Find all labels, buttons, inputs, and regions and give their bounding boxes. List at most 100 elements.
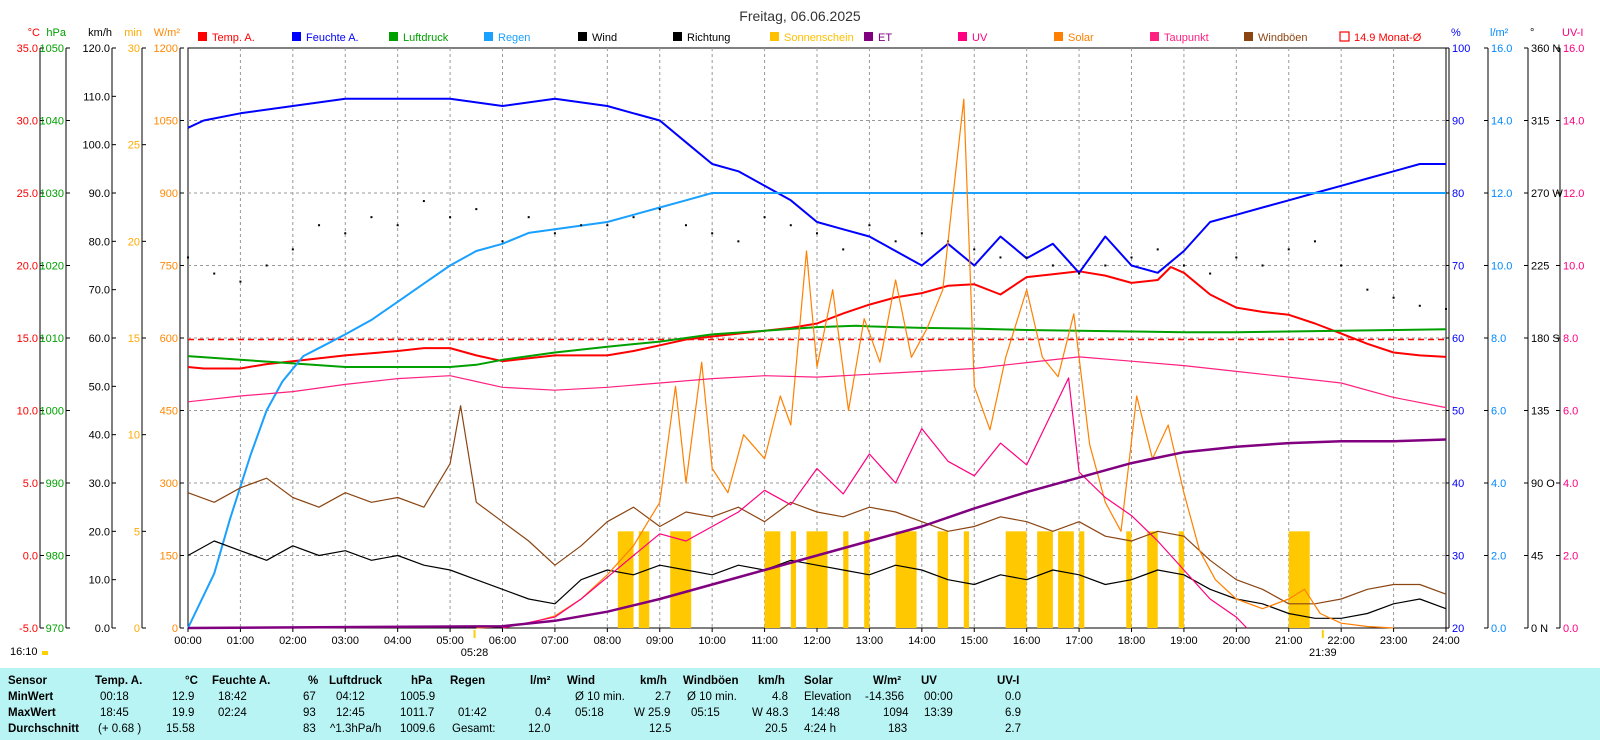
sunshine-bar [864,531,870,628]
axis-tick-label-right: 6.0 [1563,406,1578,418]
axis-tick-label-left: 10 [128,430,140,442]
axis-tick-label-left: 110.0 [83,91,110,103]
legend-swatch [578,32,587,41]
axis-tick-label-right: 80 [1452,188,1464,200]
update-time: 16:10 [10,646,38,658]
axis-tick-label-left: 1020 [40,261,64,273]
axis-tick-label-left: 25.0 [17,188,38,200]
series-point-richtung [1235,256,1238,259]
series-point-richtung [816,232,818,235]
stats-header-uv: UV [921,675,937,687]
axis-tick-label-left: 60.0 [89,333,110,345]
series-point-richtung [763,216,766,219]
series-point-richtung [344,232,347,235]
series-point-richtung [999,256,1002,259]
axis-tick-label-right: 30 [1452,551,1464,563]
axis-tick-label-right: 4.0 [1563,478,1578,490]
sunshine-bar [790,531,797,628]
update-time-marker [42,651,48,655]
stats-max-gust: W 48.3 [752,707,789,719]
series-line-et [187,438,1447,630]
axis-tick-label-left: 80.0 [89,236,110,248]
axis-tick-label-left: 150 [160,551,178,563]
series-point-richtung [1051,264,1054,267]
stats-max-press-time: 12:45 [336,707,365,719]
stats-header-wind-unit: km/h [640,675,667,687]
axis-tick-label-left: 0.0 [23,551,38,563]
legend: Temp. A. Feuchte A. Luftdruck Regen Wind Rich… [198,31,1422,44]
x-axis-tick-label: 22:00 [1327,635,1355,647]
sunrise-label: 05:28 [461,647,489,659]
series-point-richtung [1104,264,1107,267]
axis-tick-label-left: 20 [128,236,140,248]
stats-avg-hum: 83 [303,723,316,735]
series-line-feuchte-a- [187,97,1446,274]
series-point-richtung [422,200,425,203]
series-point-richtung [842,248,845,251]
axis-tick-label-left: 1050 [40,43,64,55]
legend-label: Wind [592,32,617,44]
axis-tick-label-right: 40 [1452,478,1464,490]
axis-tick-label-left: 30.0 [17,116,38,128]
axis-tick-label-left: 1010 [40,333,64,345]
stats-max-hum-time: 02:24 [218,707,247,719]
stats-avg-gust: 20.5 [765,723,788,735]
left-axes: °C -5.0 0.0 5.0 10.0 15.0 20.0 25.0 30.0 35.0 hPa 9… [17,27,184,635]
sunshine-bar [1178,531,1184,628]
sunshine-bar [617,531,634,628]
series-point-richtung [1261,264,1264,267]
stats-avg-press-note: ^1.3hPa/h [330,723,382,735]
plot-area [187,47,1447,630]
stats-header-solar-unit: W/m² [873,675,902,687]
x-axis-tick-label: 03:00 [331,635,359,647]
sunshine-bar [638,531,650,628]
series-point-richtung [1130,256,1133,259]
series-line-temp-a- [187,266,1447,370]
axis-tick-label-left: 25 [128,140,140,152]
series-point-richtung [501,240,504,243]
axis-tick-label-left: 30.0 [89,478,110,490]
series-line-taupunkt [187,356,1447,409]
sunset-label: 21:39 [1309,647,1337,659]
x-axis-tick-label: 07:00 [541,635,569,647]
series-point-richtung [1209,272,1212,275]
axis-tick-label-left: 1050 [154,116,178,128]
series-point-richtung [291,248,294,251]
x-axis-tick-label: 02:00 [279,635,307,647]
axis-tick-label-right: 0 N [1531,623,1548,635]
x-axis-tick-label: 05:00 [436,635,464,647]
stats-avg-solar: 183 [888,723,908,735]
series-point-richtung [868,224,871,227]
series-point-richtung [606,224,609,227]
series-point-richtung [894,240,897,243]
sunshine-bar [1147,531,1158,628]
legend-swatch [1244,32,1253,41]
x-axis-tick-label: 20:00 [1223,635,1251,647]
axis-tick-label-left: 0.0 [95,623,110,635]
x-axis-tick-label: 16:00 [1013,635,1041,647]
stats-max-hum: 93 [303,707,316,719]
x-axis-tick-label: 17:00 [1065,635,1093,647]
series-point-richtung [370,216,373,219]
weather-chart: Freitag, 06.06.2025 Temp. A. Feuchte A. Lu… [10,8,1584,659]
legend-label: Windböen [1258,32,1308,44]
sunshine-bar [806,531,828,628]
axis-tick-label-left: 1030 [40,188,64,200]
sunshine-bar [843,531,849,628]
axis-tick-label-right: 315 [1531,116,1549,128]
stats-row-avg-label: Durchschnitt [8,723,79,735]
axis-tick-label-left: 15 [128,333,140,345]
series-point-richtung [1445,308,1447,310]
x-axis-tick-label: 01:00 [227,635,255,647]
axis-tick-label-right: 14.0 [1563,116,1584,128]
stats-header-wind: Wind [567,675,595,687]
axis-tick-label-right: 270 W [1531,188,1563,200]
series-point-richtung [1392,296,1395,299]
stats-avg-press: 1009.6 [400,723,436,735]
axis-tick-label-right: 0.0 [1491,623,1506,635]
axis-tick-label-right: 12.0 [1491,188,1512,200]
series-point-richtung [580,224,583,227]
stats-row-max-label: MaxWert [8,707,56,719]
stats-min-hum-time: 18:42 [218,691,247,703]
series-point-richtung [684,224,687,227]
